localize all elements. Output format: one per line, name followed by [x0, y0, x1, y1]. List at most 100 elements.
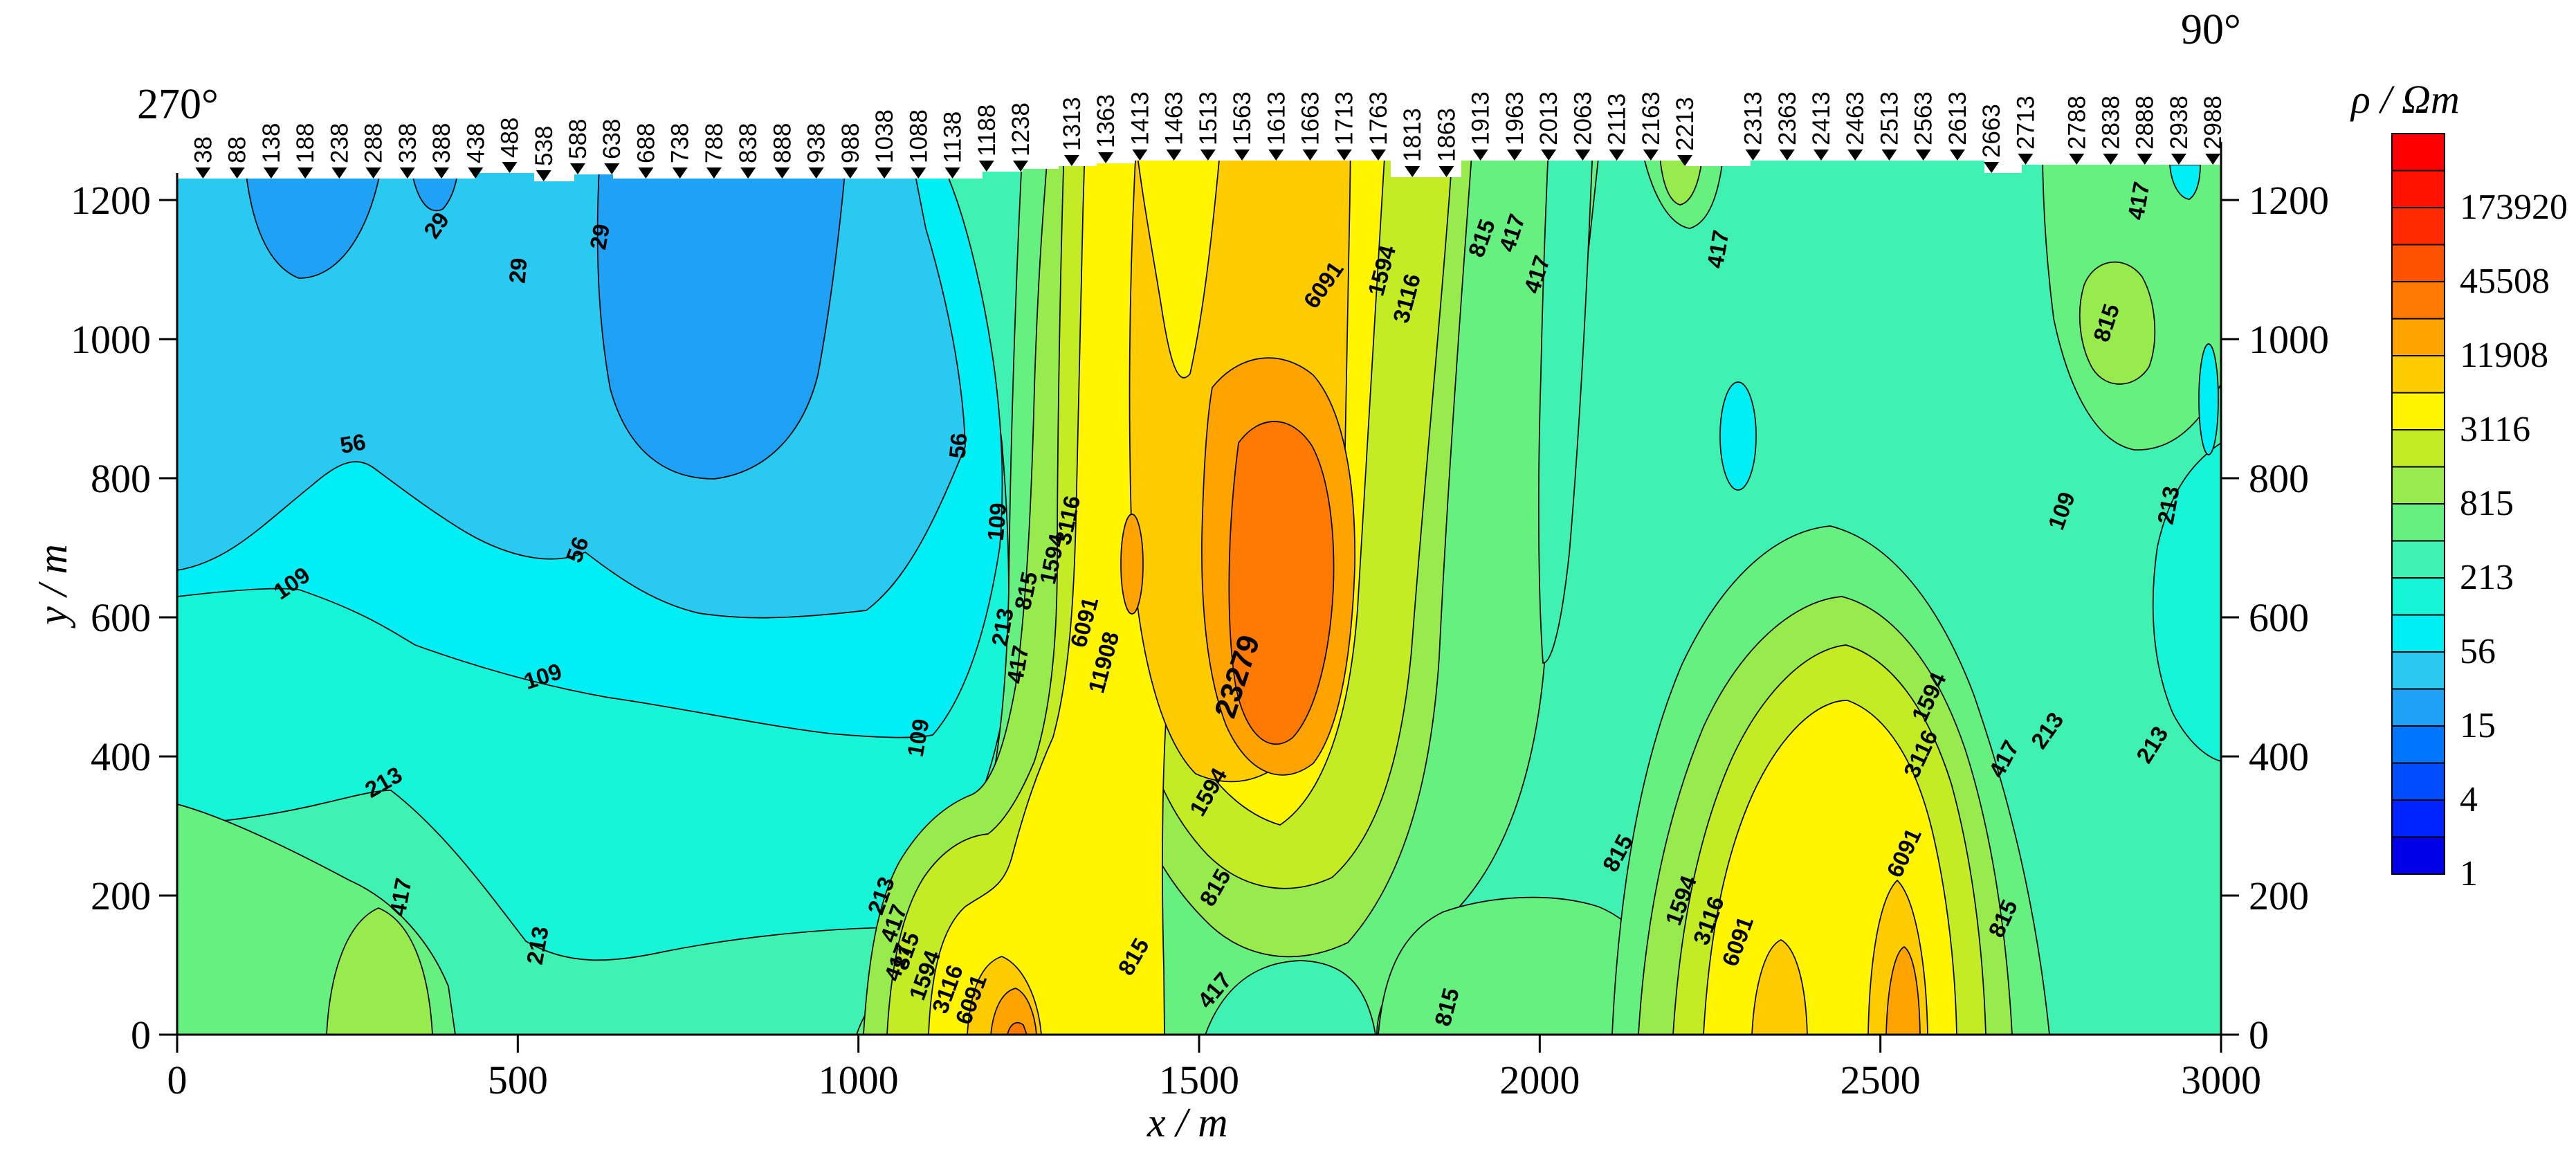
contour-field — [177, 161, 2221, 1035]
colorbar-tick-label: 15 — [2460, 706, 2496, 745]
station-marker-icon — [1677, 155, 1693, 166]
station-marker-icon — [2069, 154, 2085, 165]
station-marker-icon — [1268, 149, 1284, 161]
station-label: 2213 — [1672, 97, 1699, 151]
station-marker-icon — [263, 167, 279, 179]
station-label: 2563 — [1910, 91, 1937, 145]
station-marker-icon — [195, 167, 211, 179]
station-marker-icon — [1949, 149, 1965, 161]
contour-region — [1538, 161, 1593, 664]
station-label: 1038 — [871, 109, 898, 163]
station-marker-icon — [468, 167, 484, 179]
station-marker-icon — [1013, 161, 1029, 172]
station-label: 1238 — [1007, 102, 1034, 156]
colorbar-segment — [2391, 762, 2445, 801]
station-marker-icon — [842, 167, 858, 179]
station-label: 2163 — [1638, 91, 1665, 145]
colorbar-segment — [2391, 577, 2445, 616]
contour-region — [243, 161, 385, 279]
station-label: 1763 — [1365, 91, 1392, 145]
y-tick-label-left: 200 — [91, 873, 151, 918]
station-label: 2113 — [1604, 93, 1631, 145]
station-label: 1463 — [1161, 91, 1188, 145]
x-tick-label: 1000 — [819, 1057, 899, 1102]
station-label: 2988 — [2200, 96, 2227, 149]
station-marker-icon — [1506, 149, 1522, 161]
station-marker-icon — [502, 162, 518, 173]
station-label: 2063 — [1569, 91, 1596, 145]
colorbar-tick-label: 213 — [2460, 558, 2514, 597]
station-marker-icon — [399, 167, 415, 179]
colorbar-tick-label: 173920 — [2460, 188, 2568, 227]
x-tick-label: 2000 — [1499, 1057, 1580, 1102]
station-label: 2313 — [1740, 91, 1767, 145]
colorbar-segment — [2391, 318, 2445, 356]
colorbar-segment — [2391, 355, 2445, 394]
contour-region — [2169, 164, 2201, 200]
x-tick-label: 3000 — [2181, 1057, 2261, 1102]
station-label: 1663 — [1297, 91, 1324, 145]
station-label: 88 — [224, 136, 251, 163]
x-tick-label: 500 — [488, 1057, 548, 1102]
station-marker-icon — [1984, 162, 2000, 173]
station-label: 638 — [599, 119, 625, 159]
corner-label-270: 270° — [137, 81, 219, 128]
station-marker-icon — [1881, 149, 1897, 161]
contour-label: 56 — [944, 432, 972, 460]
contour-region — [1885, 945, 1921, 1035]
colorbar-tick-label: 11908 — [2460, 336, 2548, 375]
y-tick-label-right: 1000 — [2249, 317, 2329, 362]
station-marker-icon — [1847, 149, 1863, 161]
colorbar-segment — [2391, 836, 2445, 875]
station-label: 888 — [769, 123, 796, 163]
y-tick-label-left: 0 — [131, 1013, 151, 1057]
station-label: 1363 — [1093, 94, 1120, 148]
y-tick-label-right: 1200 — [2249, 178, 2329, 223]
colorbar-segment — [2391, 170, 2445, 208]
station-marker-icon — [604, 163, 620, 174]
contour-pocket — [1120, 514, 1144, 615]
contour-region — [2079, 261, 2156, 385]
contour-label: 109 — [983, 502, 1012, 542]
station-label: 1613 — [1263, 91, 1290, 145]
station-marker-icon — [1609, 149, 1625, 161]
y-tick-label-right: 600 — [2249, 595, 2309, 640]
corner-label-90: 90° — [2181, 6, 2241, 53]
station-marker-icon — [740, 167, 756, 179]
station-label: 1863 — [1433, 108, 1460, 162]
station-label: 738 — [667, 123, 694, 163]
station-label: 688 — [632, 123, 659, 163]
y-tick-label-left: 1200 — [71, 178, 151, 223]
contour-region — [596, 161, 846, 480]
colorbar-segment — [2391, 651, 2445, 690]
y-tick-label-left: 800 — [91, 456, 151, 501]
y-tick-label-right: 400 — [2249, 734, 2309, 779]
station-label: 2463 — [1842, 91, 1869, 145]
station-marker-icon — [229, 167, 245, 179]
contour-region — [1659, 161, 1704, 206]
colorbar-tick-label: 45508 — [2460, 262, 2550, 301]
y-tick-label-right: 200 — [2249, 873, 2309, 918]
station-marker-icon — [331, 167, 347, 179]
station-label: 488 — [497, 118, 524, 158]
colorbar-segment — [2391, 207, 2445, 246]
colorbar-segment — [2391, 244, 2445, 282]
station-label: 1813 — [1399, 108, 1426, 162]
colorbar-segment — [2391, 725, 2445, 764]
station-label: 1313 — [1059, 97, 1086, 151]
station-label: 588 — [565, 119, 592, 159]
colorbar-tick-label: 3116 — [2460, 410, 2530, 449]
station-label: 2513 — [1876, 91, 1903, 145]
station-marker-icon — [978, 161, 994, 172]
colorbar-tick-label: 4 — [2460, 780, 2478, 819]
station-marker-icon — [877, 167, 893, 179]
y-tick-label-right: 800 — [2249, 456, 2309, 501]
station-label: 438 — [462, 123, 489, 163]
colorbar-segment — [2391, 540, 2445, 579]
station-label: 838 — [735, 123, 762, 163]
contour-pocket — [1719, 381, 1757, 491]
station-label: 2713 — [2012, 96, 2039, 149]
station-marker-icon — [1438, 166, 1454, 177]
station-marker-icon — [1302, 149, 1318, 161]
